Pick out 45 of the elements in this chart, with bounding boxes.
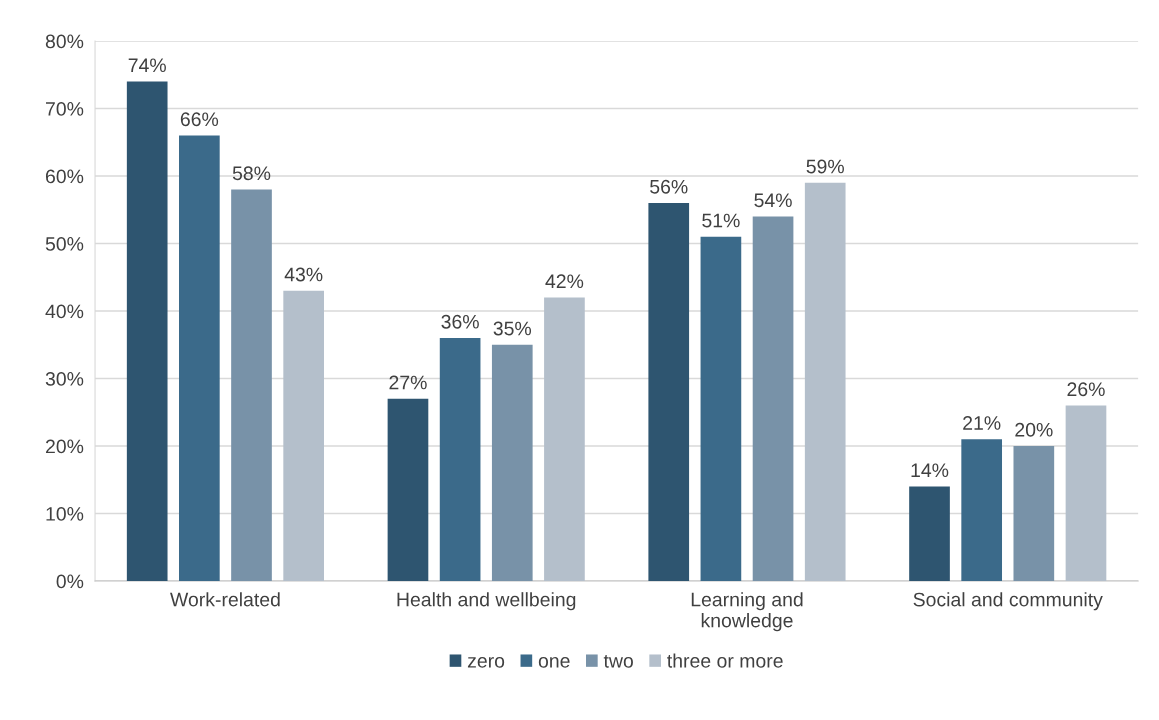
y-tick-label: 50%: [45, 237, 84, 251]
data-label: 26%: [1067, 382, 1105, 397]
bar: [387, 398, 429, 582]
data-label: 42%: [545, 274, 584, 289]
y-tick-label: 20%: [45, 439, 84, 454]
data-label: 66%: [180, 112, 219, 127]
legend-label: three or more: [667, 653, 783, 668]
data-label: 43%: [284, 267, 323, 282]
y-tick-label: 30%: [45, 372, 84, 386]
x-tick-label: Learning and knowledge: [691, 592, 803, 632]
y-tick-label: 60%: [46, 169, 84, 184]
bar: [648, 203, 690, 582]
x-tick-label: Health and wellbeing: [397, 592, 576, 611]
data-label: 36%: [441, 314, 479, 329]
data-label: 14%: [911, 463, 949, 478]
data-label: 74%: [128, 58, 166, 73]
bar: [700, 236, 742, 582]
x-tick-label: Social and community: [913, 592, 1103, 611]
data-label: 58%: [232, 166, 271, 181]
data-label: 21%: [963, 416, 1001, 430]
legend-label: zero: [467, 657, 505, 668]
bar: [961, 439, 1003, 582]
data-label: 56%: [650, 179, 688, 194]
bar: [179, 135, 220, 582]
data-label: 51%: [702, 213, 740, 228]
bar: [439, 338, 481, 582]
bar: [1013, 446, 1055, 582]
y-tick-label: 0%: [56, 574, 84, 589]
data-label: 59%: [806, 159, 844, 174]
bar: [231, 189, 272, 582]
x-tick-label: Work-related: [170, 592, 280, 607]
y-tick-label: 70%: [46, 102, 84, 116]
y-tick-label: 10%: [46, 507, 84, 521]
data-label: 35%: [493, 321, 532, 336]
data-label: 54%: [754, 193, 792, 208]
legend-label: two: [603, 654, 633, 668]
legend-label: one: [538, 657, 570, 668]
bar: [491, 344, 533, 582]
y-tick-label: 80%: [45, 34, 84, 49]
data-label: 20%: [1015, 422, 1053, 437]
bar: [909, 486, 950, 582]
bar: [126, 81, 168, 582]
y-tick-label: 40%: [45, 304, 84, 319]
data-label: 27%: [389, 375, 427, 390]
bar: [752, 216, 794, 582]
